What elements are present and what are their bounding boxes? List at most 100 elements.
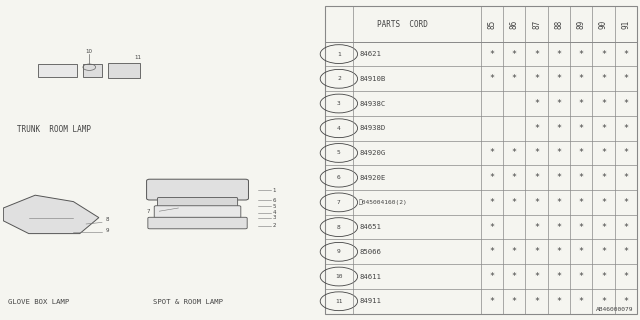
Text: 1: 1: [273, 188, 276, 193]
Text: *: *: [623, 272, 628, 281]
Text: *: *: [490, 223, 495, 232]
Text: 84911: 84911: [359, 298, 381, 304]
Text: *: *: [512, 198, 516, 207]
Text: *: *: [556, 247, 561, 256]
Text: *: *: [601, 99, 606, 108]
Text: *: *: [601, 297, 606, 306]
Polygon shape: [3, 195, 99, 234]
Text: 1: 1: [337, 52, 340, 57]
Text: 86: 86: [510, 20, 519, 29]
Text: *: *: [623, 198, 628, 207]
Text: *: *: [579, 272, 584, 281]
Text: 6: 6: [337, 175, 340, 180]
Text: 84938C: 84938C: [359, 100, 385, 107]
FancyBboxPatch shape: [38, 64, 77, 77]
Text: *: *: [623, 99, 628, 108]
Text: *: *: [512, 272, 516, 281]
FancyBboxPatch shape: [83, 64, 102, 77]
Text: 2: 2: [273, 223, 276, 228]
Text: *: *: [534, 50, 539, 59]
Text: *: *: [556, 74, 561, 83]
FancyBboxPatch shape: [154, 206, 241, 218]
Text: *: *: [490, 173, 495, 182]
Text: 11: 11: [134, 55, 141, 60]
Text: *: *: [601, 247, 606, 256]
Text: 89: 89: [577, 20, 586, 29]
Text: *: *: [490, 50, 495, 59]
Text: *: *: [623, 173, 628, 182]
Text: *: *: [601, 223, 606, 232]
Text: *: *: [490, 297, 495, 306]
Text: *: *: [534, 223, 539, 232]
Text: 84611: 84611: [359, 274, 381, 280]
Text: *: *: [601, 74, 606, 83]
Text: 84651: 84651: [359, 224, 381, 230]
Text: *: *: [601, 50, 606, 59]
Text: 6: 6: [273, 197, 276, 203]
Text: *: *: [512, 74, 516, 83]
Text: 84910B: 84910B: [359, 76, 385, 82]
Text: *: *: [579, 198, 584, 207]
Text: *: *: [601, 173, 606, 182]
FancyBboxPatch shape: [147, 179, 248, 200]
Text: *: *: [623, 247, 628, 256]
Text: *: *: [512, 50, 516, 59]
Text: *: *: [534, 99, 539, 108]
Text: 3: 3: [337, 101, 340, 106]
Text: *: *: [556, 272, 561, 281]
Text: 84938D: 84938D: [359, 125, 385, 131]
Text: *: *: [490, 148, 495, 157]
Text: 2: 2: [337, 76, 340, 81]
Text: 84920E: 84920E: [359, 175, 385, 181]
Text: *: *: [579, 50, 584, 59]
Text: *: *: [512, 148, 516, 157]
Text: *: *: [490, 272, 495, 281]
Text: *: *: [556, 223, 561, 232]
Text: *: *: [556, 173, 561, 182]
Text: *: *: [490, 198, 495, 207]
Text: 4: 4: [337, 126, 340, 131]
Text: TRUNK  ROOM LAMP: TRUNK ROOM LAMP: [17, 125, 92, 134]
Text: *: *: [601, 124, 606, 133]
Bar: [325, 6, 637, 314]
Text: *: *: [556, 99, 561, 108]
Text: GLOVE BOX LAMP: GLOVE BOX LAMP: [8, 299, 69, 305]
Text: *: *: [623, 223, 628, 232]
Text: *: *: [490, 247, 495, 256]
Text: 84621: 84621: [359, 51, 381, 57]
FancyBboxPatch shape: [108, 63, 140, 78]
Text: *: *: [579, 297, 584, 306]
Text: *: *: [534, 297, 539, 306]
Text: *: *: [534, 74, 539, 83]
Text: 87: 87: [532, 20, 541, 29]
Text: *: *: [512, 297, 516, 306]
Text: *: *: [601, 272, 606, 281]
Text: 8: 8: [337, 225, 340, 229]
Text: 3: 3: [273, 215, 276, 220]
Text: 5: 5: [273, 204, 276, 209]
Text: 85: 85: [488, 20, 497, 29]
Text: *: *: [512, 173, 516, 182]
Text: *: *: [556, 148, 561, 157]
Text: 4: 4: [273, 210, 276, 215]
Text: *: *: [579, 247, 584, 256]
FancyBboxPatch shape: [157, 197, 237, 207]
Text: 7: 7: [337, 200, 340, 205]
Text: *: *: [556, 124, 561, 133]
Text: *: *: [601, 148, 606, 157]
Text: *: *: [556, 297, 561, 306]
Text: 10: 10: [335, 274, 342, 279]
Text: Ⓜ045004160(2): Ⓜ045004160(2): [359, 200, 408, 205]
Text: SPOT & ROOM LAMP: SPOT & ROOM LAMP: [153, 299, 223, 305]
Text: *: *: [623, 50, 628, 59]
Text: *: *: [623, 297, 628, 306]
Text: *: *: [490, 74, 495, 83]
Text: 88: 88: [554, 20, 563, 29]
Text: *: *: [623, 74, 628, 83]
Text: *: *: [579, 173, 584, 182]
Text: 10: 10: [86, 49, 93, 54]
Text: 7: 7: [147, 209, 150, 214]
Text: *: *: [534, 148, 539, 157]
Text: 91: 91: [621, 20, 630, 29]
Text: 5: 5: [337, 150, 340, 156]
